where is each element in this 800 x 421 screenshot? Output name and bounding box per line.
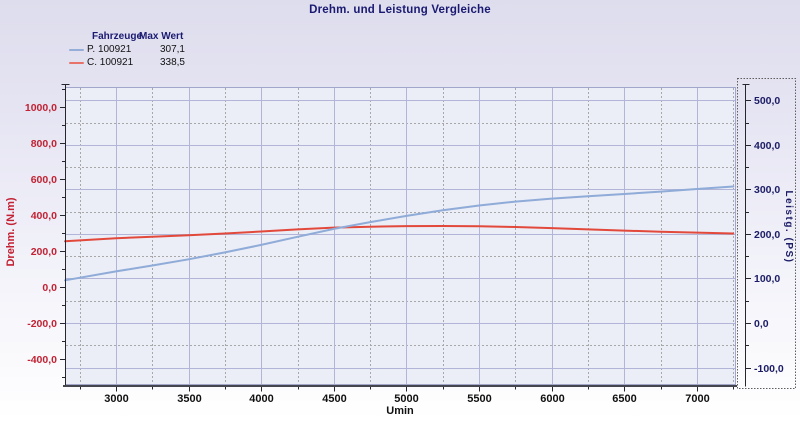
chart-title: Drehm. und Leistung Vergleiche <box>309 4 491 16</box>
legend-row-power[interactable]: P. 100921 307,1 <box>69 43 185 56</box>
svg-text:800,0: 800,0 <box>31 138 57 150</box>
svg-text:600,0: 600,0 <box>31 174 57 186</box>
torque-curve[interactable] <box>64 225 735 243</box>
power-curve[interactable] <box>64 185 735 282</box>
svg-text:5000: 5000 <box>394 393 418 405</box>
svg-text:200,0: 200,0 <box>754 229 780 241</box>
svg-text:7000: 7000 <box>685 393 709 405</box>
svg-text:400,0: 400,0 <box>31 210 57 222</box>
right-axis[interactable]: 500,0 400,0 300,0 200,0 100,0 0,0 -100,0 Leistg… <box>737 78 796 389</box>
svg-text:0,0: 0,0 <box>42 282 57 294</box>
svg-text:4500: 4500 <box>322 393 346 405</box>
svg-text:200,0: 200,0 <box>31 246 57 258</box>
legend-row-torque[interactable]: C. 100921 338,5 <box>69 56 185 69</box>
x-axis-title: Umin <box>386 405 414 417</box>
svg-text:-400,0: -400,0 <box>27 354 57 366</box>
svg-text:6000: 6000 <box>540 393 564 405</box>
svg-text:3000: 3000 <box>104 393 128 405</box>
legend-col-maxwert: Max Wert <box>139 31 184 42</box>
x-axis: 3000 3500 4000 4500 5000 5500 6000 6500 7000 Umin <box>63 385 737 417</box>
svg-text:3500: 3500 <box>177 393 201 405</box>
svg-text:6500: 6500 <box>612 393 636 405</box>
svg-text:500,0: 500,0 <box>754 95 780 107</box>
svg-text:4000: 4000 <box>249 393 273 405</box>
gridlines-major <box>66 88 735 384</box>
svg-text:100,0: 100,0 <box>754 273 780 285</box>
legend-maxvalue-power: 307,1 <box>159 44 185 55</box>
left-axis-title: Drehm. (N.m) <box>5 197 17 266</box>
legend-col-vehicle: Fahrzeuge <box>92 31 143 42</box>
legend-label-torque: C. 100921 <box>87 57 134 68</box>
svg-text:-100,0: -100,0 <box>754 363 784 375</box>
torque-series-line-icon <box>69 61 84 64</box>
svg-text:5500: 5500 <box>467 393 491 405</box>
right-axis-title: Leistg. (PS) <box>783 190 794 263</box>
svg-text:1000,0: 1000,0 <box>25 102 57 114</box>
power-series-line-icon <box>69 48 84 51</box>
svg-text:0,0: 0,0 <box>754 318 769 330</box>
right-axis-selection-box <box>737 78 796 389</box>
legend: Fahrzeuge Max Wert P. 100921 307,1 C. 10… <box>69 30 185 69</box>
legend-maxvalue-torque: 338,5 <box>159 57 185 68</box>
legend-label-power: P. 100921 <box>87 44 132 55</box>
svg-text:300,0: 300,0 <box>754 184 780 196</box>
svg-text:400,0: 400,0 <box>754 140 780 152</box>
left-axis: 1000,0 800,0 600,0 400,0 200,0 0,0 -200,0 -400,… <box>5 84 70 387</box>
legend-header: Fahrzeuge Max Wert <box>69 30 185 43</box>
svg-text:-200,0: -200,0 <box>27 318 57 330</box>
